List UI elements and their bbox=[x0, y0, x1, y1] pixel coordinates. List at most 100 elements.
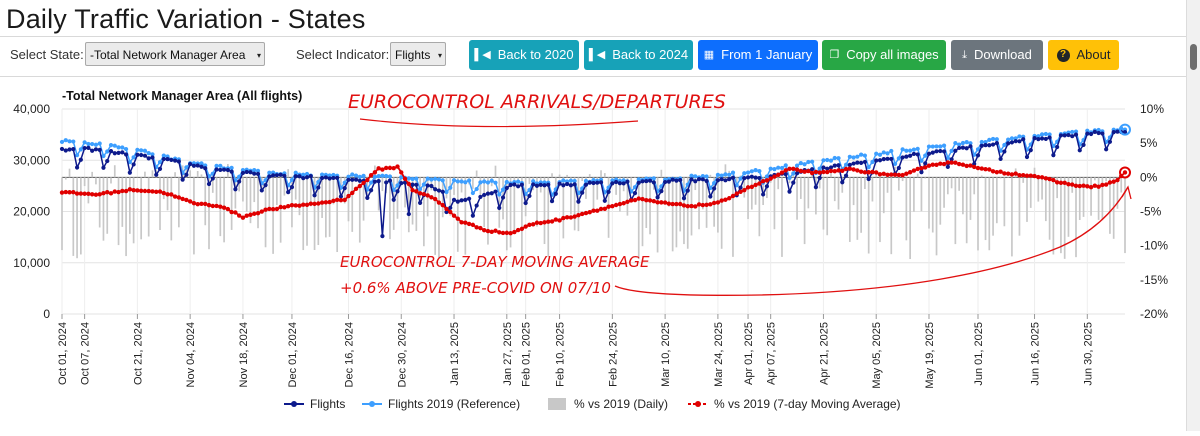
moving-average-point bbox=[271, 207, 275, 211]
flights-point bbox=[720, 177, 724, 181]
flights-point bbox=[101, 166, 105, 170]
moving-average-point bbox=[75, 191, 79, 195]
x-tick-label: Jun 01, 2025 bbox=[973, 322, 985, 386]
annotation-mid-line2: +0.6% ABOVE PRE-COVID ON 07/10 bbox=[340, 279, 611, 297]
reference-point bbox=[867, 165, 871, 169]
back-to-2020-button[interactable]: ▌◀ Back to 2020 bbox=[469, 40, 579, 70]
moving-average-point bbox=[678, 202, 682, 206]
moving-average-point bbox=[124, 189, 128, 193]
daily-pct-bar bbox=[257, 177, 259, 228]
chevron-down-icon: ▾ bbox=[257, 44, 261, 68]
moving-average-point bbox=[180, 197, 184, 201]
flights-point bbox=[230, 170, 234, 174]
flights-point bbox=[241, 171, 245, 175]
flights-point bbox=[226, 168, 230, 172]
chart-title: -Total Network Manager Area (All flights… bbox=[62, 89, 302, 103]
reference-point bbox=[750, 169, 754, 173]
flights-point bbox=[128, 171, 132, 175]
daily-pct-bar bbox=[231, 177, 233, 230]
daily-pct-bar bbox=[99, 177, 101, 227]
reference-point bbox=[799, 161, 803, 165]
moving-average-point bbox=[659, 200, 663, 204]
copy-all-images-button[interactable]: ❐ Copy all images bbox=[822, 40, 946, 70]
page-scrollbar[interactable] bbox=[1186, 0, 1200, 431]
scrollbar-thumb[interactable] bbox=[1190, 44, 1197, 70]
moving-average-point bbox=[395, 164, 399, 168]
flights-point bbox=[539, 183, 543, 187]
moving-average-point bbox=[1078, 184, 1082, 188]
indicator-select[interactable]: Flights ▾ bbox=[390, 42, 446, 66]
reference-point bbox=[851, 155, 855, 159]
daily-pct-bar bbox=[216, 177, 218, 203]
moving-average-point bbox=[844, 167, 848, 171]
moving-average-point bbox=[912, 168, 916, 172]
moving-average-point bbox=[441, 203, 445, 207]
flights-point bbox=[836, 163, 840, 167]
moving-average-point bbox=[177, 195, 181, 199]
reference-point bbox=[516, 179, 520, 183]
legend-item[interactable]: Flights 2019 (Reference) bbox=[388, 397, 520, 411]
flights-point bbox=[524, 201, 528, 205]
legend-item[interactable]: % vs 2019 (Daily) bbox=[574, 397, 668, 411]
moving-average-point bbox=[120, 189, 124, 193]
moving-average-point bbox=[392, 166, 396, 170]
moving-average-point bbox=[968, 163, 972, 167]
moving-average-point bbox=[595, 208, 599, 212]
flights-point bbox=[324, 175, 328, 179]
legend-item[interactable]: Flights bbox=[310, 397, 345, 411]
x-tick-label: Jun 30, 2025 bbox=[1082, 322, 1094, 386]
daily-pct-bar bbox=[133, 177, 135, 243]
daily-pct-bar bbox=[348, 177, 350, 221]
daily-pct-bar bbox=[268, 177, 270, 208]
about-button[interactable]: ? About bbox=[1048, 40, 1119, 70]
moving-average-point bbox=[1089, 185, 1093, 189]
reference-point bbox=[350, 172, 354, 176]
moving-average-point bbox=[817, 170, 821, 174]
state-select[interactable]: -Total Network Manager Area ▾ bbox=[85, 42, 265, 66]
moving-average-point bbox=[294, 203, 298, 207]
moving-average-point bbox=[343, 198, 347, 202]
moving-average-point bbox=[682, 203, 686, 207]
daily-pct-bar bbox=[76, 177, 78, 258]
reference-point bbox=[1006, 138, 1010, 142]
moving-average-point bbox=[1002, 171, 1006, 175]
flights-point bbox=[245, 170, 249, 174]
daily-pct-bar bbox=[1094, 177, 1096, 180]
moving-average-point bbox=[931, 163, 935, 167]
flights-point bbox=[467, 197, 471, 201]
flights-point bbox=[542, 183, 546, 187]
flights-point bbox=[399, 181, 403, 185]
moving-average-point bbox=[1123, 170, 1127, 174]
flights-point bbox=[248, 170, 252, 174]
moving-average-point bbox=[542, 220, 546, 224]
reference-point bbox=[433, 177, 437, 181]
flights-point bbox=[377, 179, 381, 183]
flights-point bbox=[426, 183, 430, 187]
download-button[interactable]: ⤓ Download bbox=[951, 40, 1043, 70]
flights-point bbox=[1066, 133, 1070, 137]
daily-pct-bar bbox=[72, 177, 74, 256]
back-to-2024-button[interactable]: ▌◀ Back to 2024 bbox=[584, 40, 693, 70]
flights-point bbox=[90, 149, 94, 153]
moving-average-point bbox=[787, 167, 791, 171]
from-1-january-button[interactable]: ▦ From 1 January bbox=[698, 40, 818, 70]
daily-pct-bar bbox=[483, 177, 485, 227]
reference-point bbox=[885, 151, 889, 155]
reference-point bbox=[467, 178, 471, 182]
daily-pct-bar bbox=[838, 177, 840, 209]
moving-average-point bbox=[768, 176, 772, 180]
flights-point bbox=[655, 195, 659, 199]
daily-pct-bar bbox=[242, 177, 244, 201]
moving-average-point bbox=[263, 207, 267, 211]
moving-average-point bbox=[588, 210, 592, 214]
moving-average-point bbox=[67, 190, 71, 194]
flights-point bbox=[750, 175, 754, 179]
moving-average-point bbox=[964, 164, 968, 168]
flights-point bbox=[995, 141, 999, 145]
moving-average-point bbox=[618, 202, 622, 206]
daily-pct-bar bbox=[751, 177, 753, 209]
moving-average-point bbox=[610, 204, 614, 208]
legend-item[interactable]: % vs 2019 (7-day Moving Average) bbox=[714, 397, 901, 411]
moving-average-point bbox=[312, 202, 316, 206]
reference-point bbox=[493, 181, 497, 185]
